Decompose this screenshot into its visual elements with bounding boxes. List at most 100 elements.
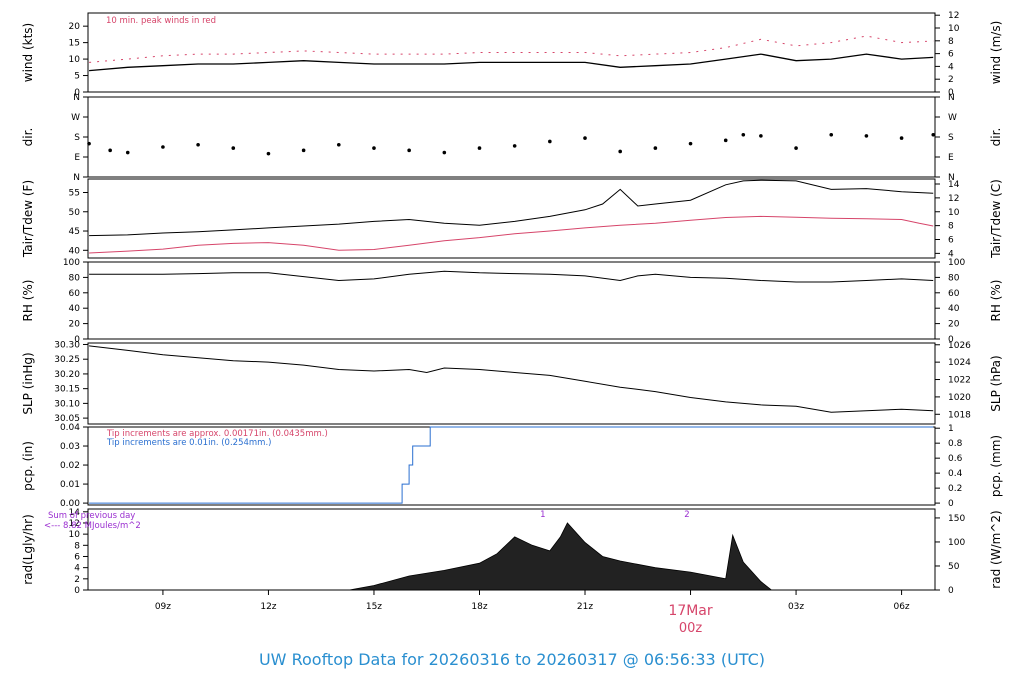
series-line-temp-0: [89, 179, 934, 237]
right-tick-label-dir: N: [948, 93, 955, 103]
right-tick-label-slp: 1026: [948, 341, 971, 351]
dir-point: [899, 136, 904, 140]
right-tick-label-wind: 10: [948, 24, 960, 34]
right-tick-label-wind: 6: [948, 50, 954, 60]
chart-title: UW Rooftop Data for 20260316 to 20260317…: [259, 650, 765, 669]
series-line-wind-1: [89, 35, 934, 63]
x-tick-label: 09z: [155, 602, 171, 612]
right-tick-label-pcp: 1: [948, 424, 954, 434]
left-axis-title-slp: SLP (inHg): [21, 352, 35, 414]
left-axis-title-temp: Tair/Tdew (F): [21, 180, 35, 258]
right-tick-label-temp: 4: [948, 249, 954, 259]
left-tick-label-dir: N: [73, 93, 80, 103]
panel-frame-slp: [87, 342, 936, 425]
left-tick-label-rad: 6: [74, 552, 80, 562]
right-tick-label-pcp: 0.8: [948, 439, 963, 449]
dir-point: [548, 139, 552, 144]
right-tick-label-wind: 4: [948, 62, 954, 72]
left-tick-label-wind: 15: [69, 39, 80, 49]
right-tick-label-temp: 8: [948, 222, 954, 232]
right-axis-title-dir: dir.: [989, 128, 1003, 147]
dir-point: [864, 134, 869, 138]
left-tick-label-wind: 20: [69, 22, 81, 32]
right-tick-label-rad: 0: [948, 586, 954, 596]
panel-frame-wind: [87, 12, 936, 93]
series-line-slp-0: [89, 345, 934, 413]
rad-sum-note: Sum of previous day: [48, 511, 135, 521]
dir-point: [688, 141, 693, 146]
panel-frame-temp: [87, 178, 936, 259]
right-axis-title-wind: wind (m/s): [989, 21, 1003, 85]
dir-point: [196, 142, 200, 147]
left-tick-label-rh: 80: [69, 273, 81, 283]
right-tick-label-pcp: 0.6: [948, 454, 963, 464]
dir-point: [653, 146, 658, 150]
left-tick-label-rh: 40: [69, 304, 81, 314]
right-tick-label-temp: 6: [948, 236, 954, 246]
right-axis-title-rad: rad (W/m^2): [989, 510, 1003, 588]
dir-point: [794, 146, 798, 150]
left-tick-label-wind: 5: [74, 72, 80, 82]
right-tick-label-rh: 40: [948, 304, 960, 314]
right-tick-label-wind: 0: [948, 88, 954, 98]
left-axis-title-rh: RH (%): [21, 280, 35, 322]
left-tick-label-pcp: 0.04: [60, 423, 80, 433]
left-tick-label-rad: 14: [69, 508, 81, 518]
left-tick-label-pcp: 0.03: [60, 442, 80, 452]
right-tick-label-pcp: 0.4: [948, 469, 963, 479]
left-tick-label-dir: S: [74, 133, 80, 143]
left-tick-label-slp: 30.30: [54, 340, 80, 350]
right-tick-label-rh: 20: [948, 320, 960, 330]
dir-point: [108, 148, 112, 153]
panel-frame-rh: [87, 261, 936, 340]
right-tick-label-wind: 8: [948, 37, 954, 47]
right-tick-label-slp: 1022: [948, 376, 971, 386]
right-tick-label-dir: S: [948, 133, 954, 143]
dir-point: [231, 146, 236, 150]
right-tick-label-rh: 80: [948, 273, 960, 283]
x-tick-label: 03z: [788, 602, 804, 612]
left-tick-label-rad: 4: [74, 564, 80, 574]
left-tick-label-rh: 100: [63, 258, 80, 268]
series-line-wind-0: [89, 53, 934, 72]
right-tick-label-pcp: 0.2: [948, 484, 962, 494]
left-tick-label-rad: 2: [74, 575, 80, 585]
x-tick-label: 18z: [471, 602, 487, 612]
dir-point: [741, 132, 746, 137]
right-tick-label-temp: 14: [948, 180, 960, 190]
dir-point: [266, 151, 271, 156]
right-tick-label-rh: 0: [948, 335, 954, 345]
right-tick-label-temp: 10: [948, 208, 960, 218]
dir-point: [301, 148, 306, 153]
x-tick-label: 12z: [260, 602, 276, 612]
left-tick-label-temp: 40: [69, 246, 81, 256]
right-tick-label-slp: 1018: [948, 410, 971, 420]
left-tick-label-temp: 55: [69, 188, 80, 198]
left-tick-label-rad: 0: [74, 586, 80, 596]
left-axis-title-dir: dir.: [21, 128, 35, 147]
x-date-label: 17Mar: [668, 603, 712, 619]
left-tick-label-rh: 60: [69, 289, 81, 299]
x-tick-label: 06z: [893, 602, 909, 612]
right-tick-label-dir: E: [948, 153, 954, 163]
right-tick-label-rh: 60: [948, 289, 960, 299]
right-tick-label-wind: 12: [948, 11, 959, 21]
rad-sum-value: <--- 8.82 MJoules/m^2: [44, 521, 141, 531]
left-tick-label-wind: 10: [69, 55, 81, 65]
dir-point: [87, 141, 91, 146]
x-tick-label: 15z: [366, 602, 382, 612]
dir-point: [829, 132, 834, 137]
pcp-note-approx: Tip increments are approx. 0.00171in. (0…: [106, 429, 328, 439]
dir-point: [125, 150, 130, 155]
left-tick-label-slp: 30.15: [54, 385, 80, 395]
dir-point: [477, 146, 482, 150]
right-tick-label-temp: 12: [948, 194, 959, 204]
right-tick-label-slp: 1024: [948, 358, 971, 368]
series-line-rh-0: [89, 270, 934, 283]
dir-point: [931, 132, 936, 137]
left-axis-title-rad: rad(Lgly/hr): [21, 514, 35, 585]
right-axis-title-pcp: pcp. (mm): [989, 435, 1003, 497]
left-tick-label-rad: 10: [69, 530, 81, 540]
dir-point: [372, 146, 376, 150]
